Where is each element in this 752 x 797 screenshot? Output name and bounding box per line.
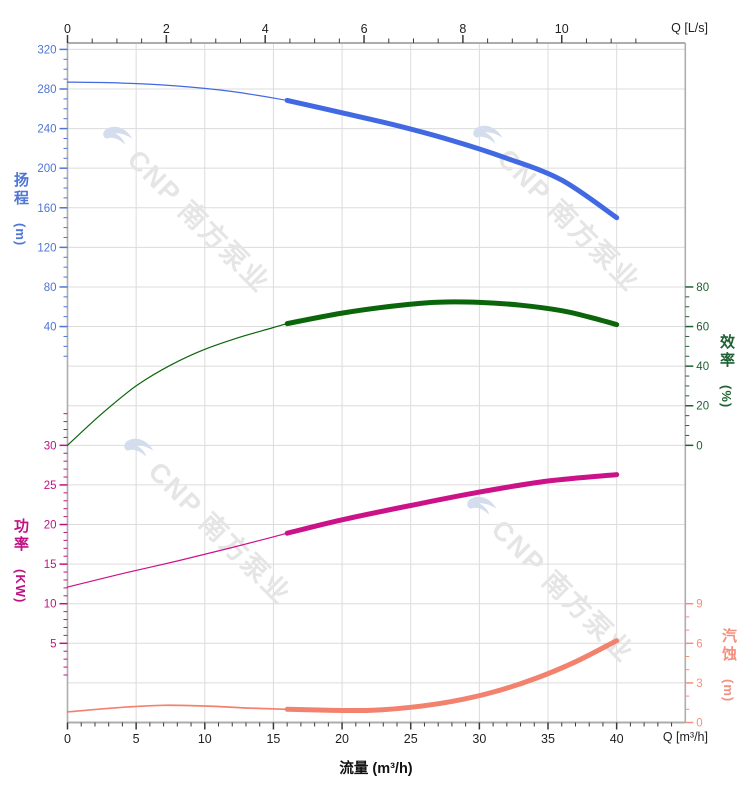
efficiency-axis-title-text: 效率 [718, 334, 735, 370]
watermark: CNP 南方泵业 [461, 109, 651, 299]
bottom-axis-tick-label: 5 [133, 732, 140, 746]
bottom-axis-tick-label: 40 [610, 732, 624, 746]
power-axis-title: 功率 (KW) [12, 518, 29, 604]
bottom-axis-tick-label: 30 [472, 732, 486, 746]
top-axis-tick-label: 6 [361, 22, 368, 36]
head-axis-tick-label: 80 [44, 282, 57, 294]
npsh-curve-rated [284, 638, 620, 714]
head-axis-tick-label: 200 [37, 163, 56, 175]
power-axis-tick-label: 30 [44, 440, 57, 452]
npsh-axis-tick-label: 3 [696, 678, 702, 690]
top-axis-tick-label: 2 [163, 22, 170, 36]
bottom-axis-title: 流量 (m³/h) [339, 761, 413, 777]
power-axis-tick-label: 15 [44, 559, 57, 571]
head-axis-tick-label: 280 [37, 84, 56, 96]
npsh-axis-title: 汽蚀 (m) [720, 628, 737, 703]
bottom-axis-tick-label: 20 [335, 732, 349, 746]
efficiency-axis-tick-label: 80 [696, 282, 709, 294]
top-axis-unit-label: Q [L/s] [671, 21, 708, 35]
head-curve-rated [284, 97, 620, 221]
npsh-axis-unit: (m) [721, 679, 736, 703]
cnp-logo-icon [124, 438, 154, 457]
npsh-axis-tick-label: 0 [696, 718, 702, 730]
top-axis-tick-label: 10 [555, 22, 569, 36]
bottom-axis-tick-label: 15 [266, 732, 280, 746]
watermark: CNP 南方泵业 [112, 422, 302, 612]
bottom-axis-tick-label: 0 [64, 732, 71, 746]
cnp-logo-icon [473, 125, 503, 144]
head-axis-title-text: 扬程 [12, 172, 29, 208]
bottom-axis-tick-label: 10 [198, 732, 212, 746]
power-axis-unit: (KW) [13, 569, 28, 604]
power-axis-title-text: 功率 [12, 518, 29, 554]
head-axis-tick-label: 120 [37, 242, 56, 254]
efficiency-axis-tick-label: 60 [696, 322, 709, 334]
head-axis-tick-label: 240 [37, 124, 56, 136]
efficiency-axis-title: 效率 (%) [718, 334, 735, 409]
npsh-axis-tick-label: 6 [696, 638, 702, 650]
head-curve [66, 81, 288, 101]
npsh-curve [66, 704, 289, 713]
bottom-axis-tick-label: 35 [541, 732, 555, 746]
bottom-axis-tick-label: 25 [404, 732, 418, 746]
top-axis-tick-label: 0 [64, 22, 71, 36]
head-axis-unit: (m) [13, 223, 28, 247]
power-curve-rated [284, 472, 620, 536]
power-axis-tick-label: 5 [50, 638, 56, 650]
head-axis-tick-label: 320 [37, 44, 56, 56]
top-axis-tick-label: 4 [262, 22, 269, 36]
npsh-axis-tick-label: 9 [696, 599, 702, 611]
head-axis-title: 扬程 (m) [12, 172, 29, 247]
power-axis-tick-label: 25 [44, 480, 57, 492]
watermark: CNP 南方泵业 [455, 480, 645, 670]
efficiency-curve-rated [284, 299, 620, 328]
head-axis-tick-label: 160 [37, 203, 56, 215]
bottom-axis-unit-label: Q [m³/h] [662, 730, 708, 744]
npsh-axis-title-text: 汽蚀 [720, 628, 737, 664]
efficiency-axis-unit: (%) [719, 385, 734, 409]
cnp-logo-icon [467, 496, 497, 515]
top-axis-tick-label: 8 [459, 22, 466, 36]
power-axis-tick-label: 10 [44, 599, 57, 611]
cnp-logo-icon [103, 126, 133, 145]
efficiency-curve [66, 323, 288, 446]
watermark: CNP 南方泵业 [91, 110, 281, 300]
power-curve [66, 532, 288, 588]
efficiency-axis-tick-label: 20 [696, 401, 709, 413]
efficiency-axis-tick-label: 0 [696, 440, 702, 452]
efficiency-axis-tick-label: 40 [696, 361, 709, 373]
head-axis-tick-label: 40 [44, 322, 57, 334]
power-axis-tick-label: 20 [44, 520, 57, 532]
